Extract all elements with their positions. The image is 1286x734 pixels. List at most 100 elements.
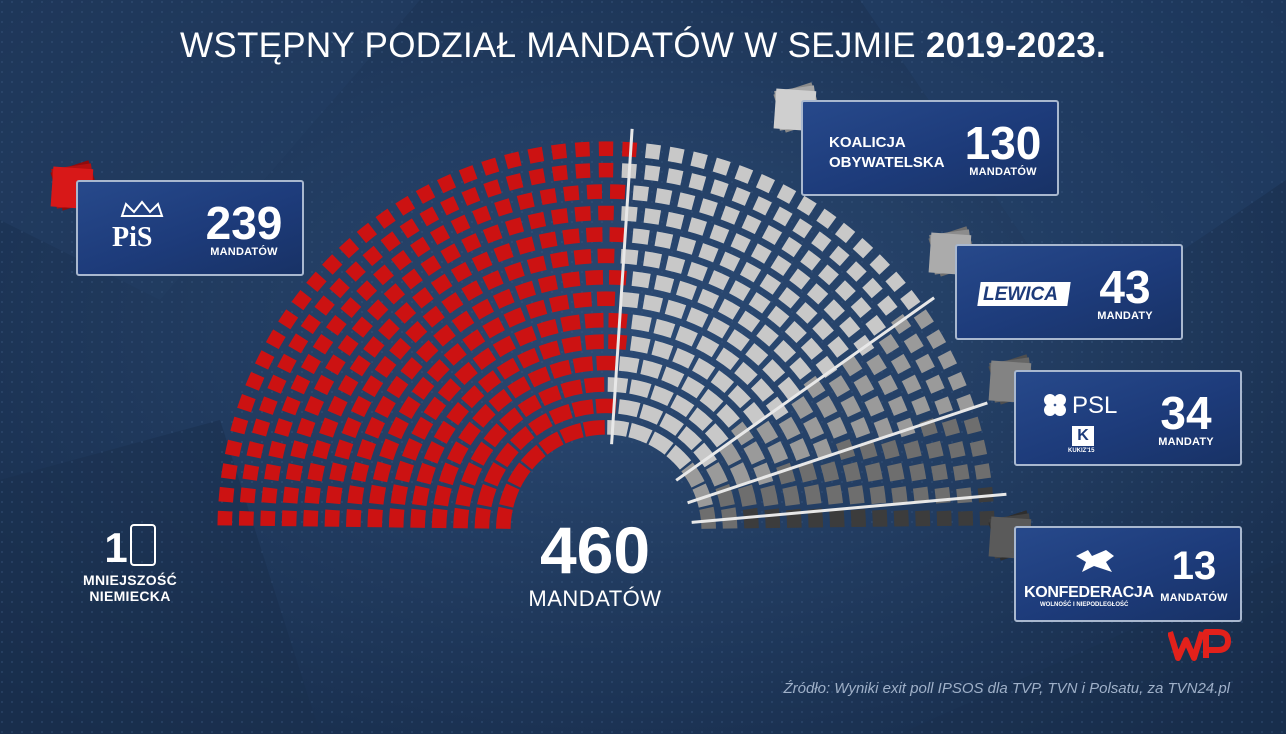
seat-lewica — [901, 374, 922, 395]
seat-pis — [387, 416, 409, 440]
seat-pis — [514, 280, 537, 301]
seat-koalicja-obywatelska — [631, 271, 651, 289]
seat-pis — [400, 357, 423, 380]
seat-pis — [582, 420, 605, 437]
seat-koalicja-obywatelska — [687, 217, 708, 236]
seat-pis — [351, 461, 370, 483]
seat-pis — [572, 291, 592, 309]
seat-koalicja-obywatelska — [675, 280, 698, 301]
seat-koalicja-obywatelska — [697, 288, 720, 310]
seat-pis — [350, 395, 372, 418]
seat-psl-kukiz- — [903, 440, 922, 460]
seat-psl-kukiz- — [941, 418, 960, 437]
seat-pis — [281, 510, 297, 527]
seat-koalicja-obywatelska — [665, 255, 686, 274]
seat-pis — [538, 385, 562, 407]
lewica-seats: 43 — [1099, 261, 1151, 313]
seat-pis — [527, 146, 545, 164]
seat-psl-kukiz- — [842, 461, 861, 483]
konfederacja-emblem-icon — [1076, 550, 1114, 572]
seat-pis — [499, 483, 520, 508]
seat-koalicja-obywatelska — [761, 224, 783, 246]
seat-pis — [389, 337, 412, 360]
total-seats-value: 460 — [539, 513, 651, 587]
seat-pis — [325, 354, 346, 376]
seat-lewica — [756, 420, 779, 444]
seat-koalicja-obywatelska — [651, 340, 674, 360]
seat-pis — [563, 185, 580, 202]
seat-koalicja-obywatelska — [692, 357, 716, 380]
seat-pis — [356, 280, 378, 302]
seat-pis — [446, 441, 469, 465]
seat-koalicja-obywatelska — [655, 188, 673, 205]
seat-koalicja-obywatelska — [730, 233, 751, 253]
seat-pis — [303, 509, 319, 527]
seat-koalicja-obywatelska — [643, 208, 662, 225]
seat-pis — [493, 243, 514, 263]
seat-koalicja-obywatelska — [644, 165, 661, 182]
konfederacja-logo: KONFEDERACJA — [1024, 584, 1154, 601]
seat-pis — [492, 335, 516, 358]
seat-koalicja-obywatelska — [693, 442, 717, 468]
seat-pis — [237, 393, 256, 413]
seat-koalicja-obywatelska — [767, 305, 790, 328]
seat-pis — [474, 507, 491, 529]
seat-koalicja-obywatelska — [862, 277, 883, 299]
seat-pis — [598, 141, 614, 157]
seat-psl-kukiz- — [969, 439, 988, 457]
seat-koalicja-obywatelska — [644, 143, 661, 160]
seat-psl-kukiz- — [782, 485, 800, 507]
seat-pis — [412, 287, 434, 309]
seat-psl-kukiz- — [869, 485, 887, 505]
seat-pis — [430, 273, 453, 295]
seat-lewica — [826, 416, 848, 439]
seat-koalicja-obywatelska — [750, 378, 775, 402]
seat-pis — [504, 261, 525, 282]
seat-koalicja-obywatelska — [659, 413, 684, 436]
seat-pis — [561, 271, 581, 289]
seat-pis — [291, 290, 312, 311]
seat-lewica — [692, 483, 713, 508]
seat-pis — [416, 462, 436, 485]
seat-pis — [282, 486, 300, 504]
seat-pis — [411, 416, 434, 440]
seat-koalicja-obywatelska — [631, 314, 652, 332]
seat-pis — [539, 188, 557, 205]
seat-pis — [472, 205, 492, 225]
seat-koalicja-obywatelska — [823, 299, 845, 321]
seat-koalicja-obywatelska — [789, 268, 811, 290]
seat-lewica — [828, 375, 851, 398]
seat-pis — [374, 355, 397, 378]
seat-pis — [245, 371, 265, 391]
seat-psl-kukiz- — [881, 439, 900, 460]
seat-psl-kukiz- — [887, 462, 905, 482]
seat-pis — [422, 305, 445, 328]
seat-lewica — [866, 354, 887, 376]
party-divider-line — [675, 296, 935, 482]
seat-pis — [562, 228, 580, 245]
seat-koalicja-obywatelska — [737, 310, 761, 333]
seat-lewica — [873, 417, 893, 438]
seat-psl-kukiz- — [699, 506, 716, 529]
seat-koalicja-obywatelska — [852, 237, 874, 259]
seat-pis — [436, 174, 457, 194]
seat-pis — [472, 347, 497, 371]
seat-lewica — [877, 374, 898, 396]
seat-koalicja-obywatelska — [704, 423, 729, 448]
seat-pis — [415, 184, 436, 204]
seat-koalicja-obywatelska — [677, 192, 696, 211]
party-card-ko: KOALICJA OBYWATELSKA 130 MANDATÓW — [801, 100, 1059, 196]
seat-koalicja-obywatelska — [770, 255, 792, 276]
seat-koalicja-obywatelska — [710, 370, 735, 393]
seat-pis — [561, 336, 583, 354]
seat-pis — [526, 255, 547, 274]
seat-pis — [341, 417, 362, 439]
seat-koalicja-obywatelska — [773, 339, 797, 363]
seat-pis — [405, 320, 428, 344]
seat-pis — [288, 333, 309, 354]
seat-pis — [586, 184, 603, 200]
seat-koalicja-obywatelska — [829, 245, 850, 267]
seat-pis — [281, 396, 301, 416]
party-divider-line — [691, 492, 1007, 524]
seat-pis — [337, 334, 359, 357]
